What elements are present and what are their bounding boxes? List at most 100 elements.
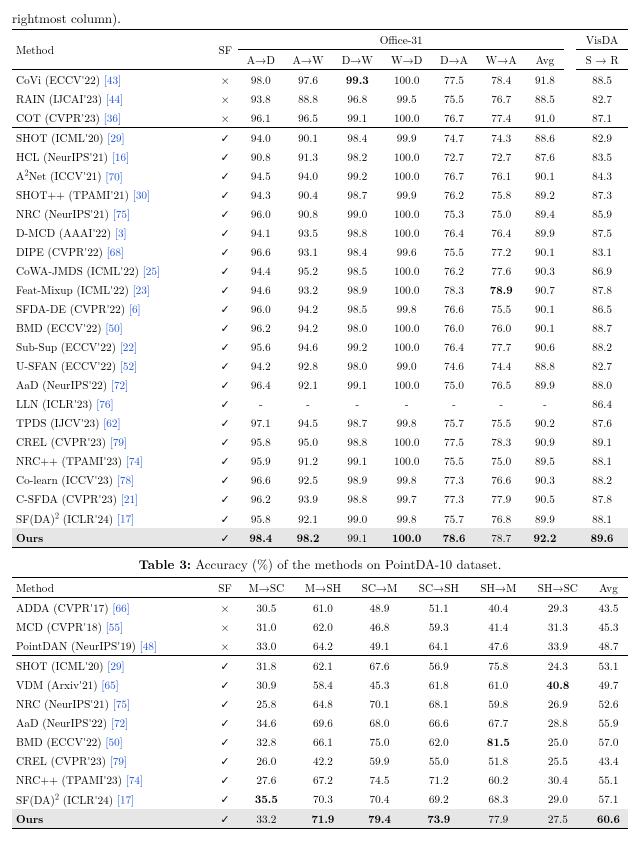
table2-wrap: Method SF Office-31 VisDA A→DA→WD→WW→DD→…: [12, 29, 628, 548]
cite-link[interactable]: [6]: [129, 301, 141, 317]
check-icon: [221, 434, 230, 450]
check-icon: [221, 225, 230, 241]
cite-link[interactable]: [43]: [104, 72, 121, 88]
cite-link[interactable]: [66]: [112, 600, 129, 616]
t3-val: 68.1: [408, 694, 470, 713]
t2-val: 82.7: [576, 89, 628, 108]
t2-val: 96.1: [238, 108, 283, 128]
check-icon: [220, 791, 229, 807]
t2-val: 75.5: [431, 452, 476, 471]
t3-row: SF(DA)2 (ICLR'24) [17]35.570.370.469.268…: [12, 789, 628, 809]
t2-method: BMD (ECCV'22) [50]: [12, 319, 212, 338]
cite-link[interactable]: [17]: [117, 792, 134, 808]
t2-val: 93.5: [283, 224, 332, 243]
t3-sf: [212, 617, 238, 636]
t2-val: -: [238, 395, 283, 414]
t2-val: 77.3: [431, 490, 476, 509]
t2-val: 88.6: [526, 128, 564, 148]
t2-val: 75.3: [431, 205, 476, 224]
t3-row: MCD (CVPR'18) [55]31.062.046.859.341.431…: [12, 617, 628, 636]
t2-row: COT (CVPR'23) [36]96.196.599.1100.076.77…: [12, 108, 628, 128]
check-icon: [221, 187, 230, 203]
t2-val: 89.4: [526, 205, 564, 224]
t2-row: SHOT++ (TPAMI'21) [30]94.390.498.799.976…: [12, 186, 628, 205]
t2-val: 76.2: [431, 186, 476, 205]
t3-val: 33.9: [527, 636, 589, 656]
cite-link[interactable]: [75]: [113, 696, 130, 712]
t3-val: 68.3: [470, 789, 527, 809]
cite-link[interactable]: [62]: [103, 415, 120, 431]
t2-val: 96.2: [238, 490, 283, 509]
cite-link[interactable]: [3]: [115, 225, 127, 241]
t2-row: RAIN (IJCAI'23) [44]93.888.896.899.575.5…: [12, 89, 628, 108]
t3-val: 31.0: [238, 617, 294, 636]
t2-val: 99.2: [333, 166, 382, 186]
t2-val: 98.2: [283, 528, 332, 548]
cite-link[interactable]: [74]: [126, 453, 143, 469]
t2-val: 76.0: [431, 319, 476, 338]
cite-link[interactable]: [17]: [117, 511, 134, 527]
cite-link[interactable]: [23]: [133, 282, 150, 298]
t2-sf: [212, 490, 238, 509]
cite-link[interactable]: [70]: [105, 168, 122, 184]
t2-val: 94.1: [238, 224, 283, 243]
t2-row: CoVi (ECCV'22) [43]98.097.699.3100.077.5…: [12, 70, 628, 90]
t3-val: 53.1: [589, 656, 628, 676]
cite-link[interactable]: [44]: [106, 91, 123, 107]
fragment-top: rightmost column).: [12, 8, 628, 27]
t2-row: Sub-Sup (ECCV'22) [22]95.694.699.2100.07…: [12, 338, 628, 357]
t2-val: 74.6: [431, 357, 476, 376]
cite-link[interactable]: [72]: [111, 715, 128, 731]
t3-val: 60.6: [589, 809, 628, 829]
t2-val: 78.3: [477, 433, 526, 452]
cite-link[interactable]: [16]: [112, 149, 129, 165]
t3-val: 61.0: [295, 598, 352, 618]
cite-link[interactable]: [36]: [104, 110, 121, 126]
t2-val: 98.7: [333, 414, 382, 433]
t2-row: NRC (NeurIPS'21) [75]96.090.899.0100.075…: [12, 205, 628, 224]
t2-val: -: [283, 395, 332, 414]
t2-h-sf: SF: [212, 30, 238, 70]
t2-val: 89.2: [526, 186, 564, 205]
t2-val: 75.0: [477, 205, 526, 224]
cite-link[interactable]: [74]: [126, 772, 143, 788]
cite-link[interactable]: [22]: [120, 339, 137, 355]
t2-val: 99.5: [382, 89, 431, 108]
t3-val: 60.2: [470, 770, 527, 789]
cite-link[interactable]: [50]: [105, 734, 122, 750]
cite-link[interactable]: [21]: [121, 491, 138, 507]
check-icon: [220, 715, 229, 731]
cite-link[interactable]: [78]: [117, 472, 134, 488]
cite-link[interactable]: [72]: [111, 377, 128, 393]
t3-sf: [212, 770, 238, 789]
cite-link[interactable]: [29]: [107, 130, 124, 146]
t3-method: NRC++ (TPAMI'23) [74]: [12, 770, 212, 789]
cite-link[interactable]: [65]: [101, 677, 118, 693]
t2-row: DIPE (CVPR'22) [68]96.693.198.499.675.57…: [12, 243, 628, 262]
cite-link[interactable]: [52]: [120, 358, 137, 374]
cite-link[interactable]: [75]: [113, 206, 130, 222]
t2-val: 90.3: [526, 471, 564, 490]
cite-link[interactable]: [55]: [106, 619, 123, 635]
t2-val: 94.6: [283, 338, 332, 357]
cite-link[interactable]: [30]: [133, 187, 150, 203]
cite-link[interactable]: [25]: [143, 263, 160, 279]
cite-link[interactable]: [76]: [96, 396, 113, 412]
t2-val: 76.2: [431, 262, 476, 281]
cite-link[interactable]: [79]: [110, 434, 127, 450]
t2-val: 100.0: [382, 433, 431, 452]
cite-link[interactable]: [50]: [105, 320, 122, 336]
t2-val: 99.1: [333, 452, 382, 471]
cite-link[interactable]: [29]: [107, 658, 124, 674]
t2-val: 83.1: [576, 243, 628, 262]
t2-val: 77.2: [477, 243, 526, 262]
t3-val: 48.9: [351, 598, 407, 618]
t3-val: 48.7: [589, 636, 628, 656]
cite-link[interactable]: [48]: [140, 638, 157, 654]
t2-val: 96.4: [238, 376, 283, 395]
method-name: SF(DA)2 (ICLR'24): [16, 511, 113, 527]
t2-val: 76.6: [431, 300, 476, 319]
cite-link[interactable]: [79]: [110, 753, 127, 769]
t3-val: 49.7: [589, 675, 628, 694]
cite-link[interactable]: [68]: [107, 244, 124, 260]
